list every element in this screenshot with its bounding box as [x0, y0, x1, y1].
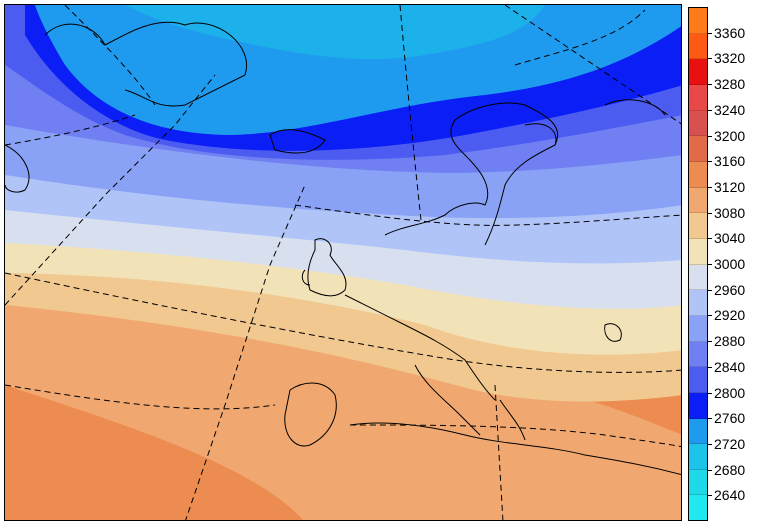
legend-tick: [708, 315, 712, 317]
legend-label: 3080: [714, 204, 746, 221]
legend-swatch: [689, 315, 707, 342]
legend-swatch: [689, 392, 707, 419]
legend-tick: [708, 418, 712, 420]
legend-tick: [708, 443, 712, 445]
legend-swatch: [689, 444, 707, 470]
legend-swatch: [689, 136, 707, 162]
legend-tick: [708, 32, 712, 34]
legend-tick: [708, 109, 712, 111]
legend-swatch: [689, 264, 707, 291]
legend-swatch: [689, 418, 707, 445]
legend-tick: [708, 84, 712, 86]
band-2720: [35, 5, 681, 135]
legend-label: 3040: [714, 230, 746, 247]
legend-tick: [708, 289, 712, 291]
legend-swatch: [689, 290, 707, 316]
legend-colorbar: [688, 7, 708, 521]
legend-label: 2800: [714, 384, 746, 401]
contour-field: [5, 5, 681, 520]
legend-swatch: [689, 495, 707, 521]
legend-swatch: [689, 367, 707, 393]
legend-label: 2920: [714, 307, 746, 324]
legend-label: 2640: [714, 487, 746, 504]
legend-swatch: [689, 469, 707, 496]
legend-tick: [708, 341, 712, 343]
legend-label: 2680: [714, 461, 746, 478]
legend-label: 3240: [714, 101, 746, 118]
legend-tick: [708, 469, 712, 471]
legend-tick: [708, 238, 712, 240]
legend-tick: [708, 161, 712, 163]
legend-swatch: [689, 238, 707, 265]
legend-tick: [708, 366, 712, 368]
legend-tick: [708, 186, 712, 188]
legend-swatch: [689, 59, 707, 85]
legend-swatch: [689, 33, 707, 60]
legend-tick: [708, 392, 712, 394]
legend-swatch: [689, 213, 707, 239]
coastlines: [5, 21, 681, 476]
legend-label: 3320: [714, 50, 746, 67]
legend-swatch: [689, 8, 707, 34]
legend-label: 2960: [714, 281, 746, 298]
legend-label: 3160: [714, 153, 746, 170]
legend-label: 3200: [714, 127, 746, 144]
legend-tick: [708, 264, 712, 265]
legend-label: 2760: [714, 410, 746, 427]
legend-label: 2880: [714, 333, 746, 350]
graticule: [5, 5, 681, 520]
legend-swatch: [689, 341, 707, 368]
legend-tick: [708, 135, 712, 137]
legend-label: 2840: [714, 358, 746, 375]
color-legend: 3360 3320 3280 3240 3200 3160 3120 3080 3040 3000…: [688, 7, 758, 521]
legend-swatch: [689, 161, 707, 188]
band-2680: [125, 5, 545, 60]
legend-swatch: [689, 187, 707, 214]
legend-swatch: [689, 110, 707, 137]
legend-label: 3120: [714, 178, 746, 195]
legend-label: 3280: [714, 76, 746, 93]
legend-swatch: [689, 84, 707, 111]
legend-label: 3000: [714, 256, 746, 272]
legend-tick: [708, 58, 712, 60]
legend-tick: [708, 212, 712, 214]
legend-label: 3360: [714, 24, 746, 41]
geopotential-map: [4, 4, 682, 521]
legend-label: 2720: [714, 435, 746, 452]
legend-tick: [708, 495, 712, 497]
